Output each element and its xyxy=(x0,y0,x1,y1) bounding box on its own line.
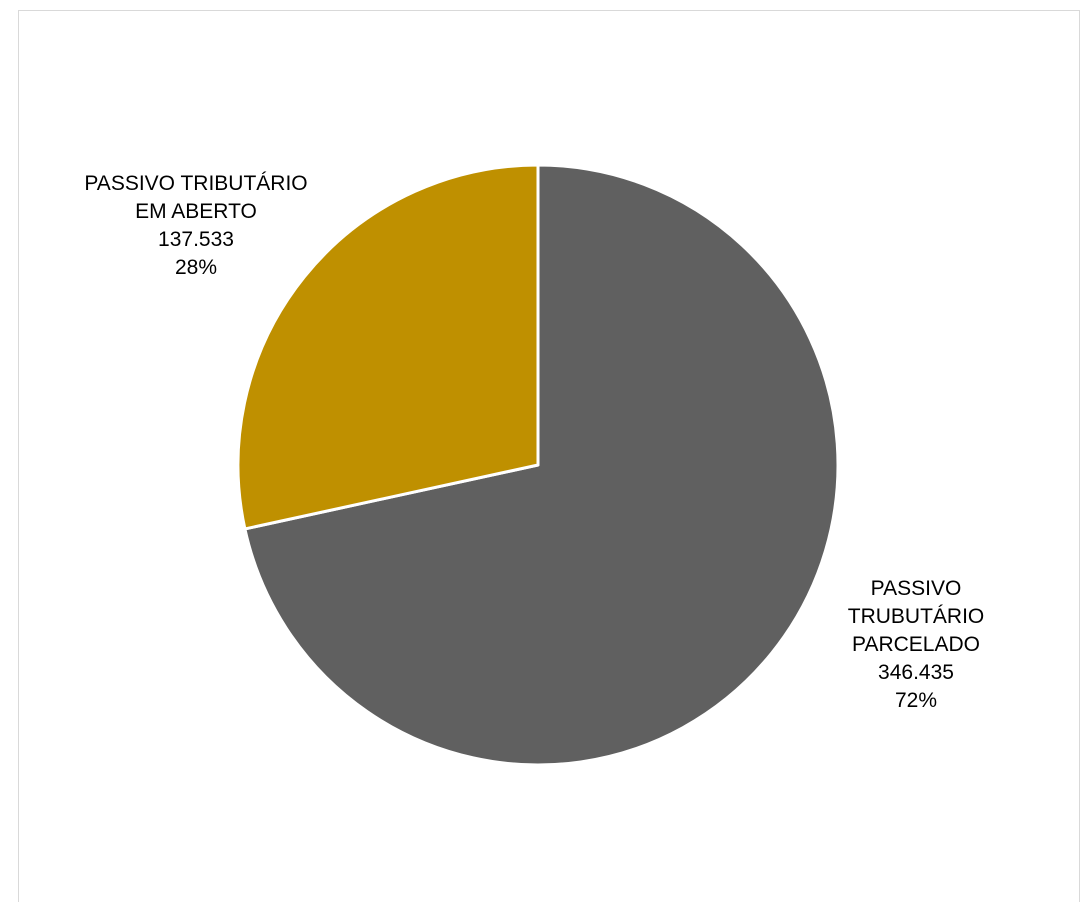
slice-label-line: PASSIVO xyxy=(870,577,962,600)
pie-slice-1 xyxy=(236,163,540,531)
slice-percent-label: 72% xyxy=(894,689,938,712)
slice-label-line: EM ABERTO xyxy=(135,200,257,223)
pie-slice-0 xyxy=(243,163,840,767)
slice-value-label: 137.533 xyxy=(158,228,234,251)
slice-label-line: TRUBUTÁRIO xyxy=(847,605,985,628)
slice-label-passivo-em-aberto: PASSIVO TRIBUTÁRIO EM ABERTO 137.533 28% xyxy=(0,170,392,282)
slice-label-passivo-parcelado: PASSIVO TRUBUTÁRIO PARCELADO 346.435 72% xyxy=(820,575,1012,715)
slice-label-line: PARCELADO xyxy=(852,633,980,656)
slice-percent-label: 28% xyxy=(174,256,218,279)
slice-label-line: PASSIVO TRIBUTÁRIO xyxy=(84,172,308,195)
slice-value-label: 346.435 xyxy=(878,661,954,684)
